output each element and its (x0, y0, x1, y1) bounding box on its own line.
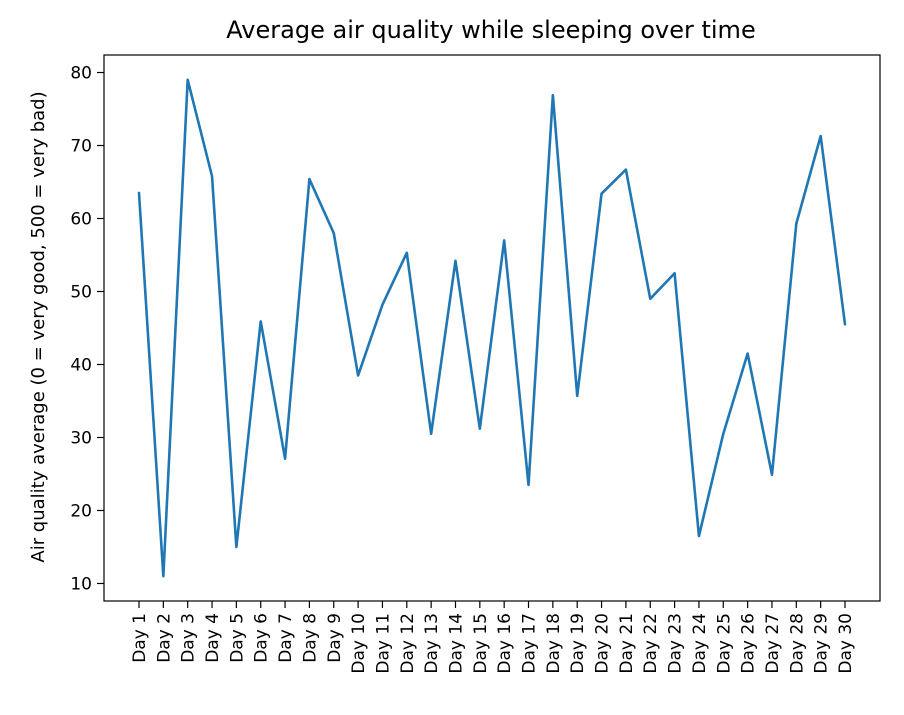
x-tick-label: Day 5 (227, 613, 247, 663)
x-tick-label: Day 6 (252, 613, 272, 663)
x-tick-label: Day 7 (276, 613, 296, 663)
x-tick-label: Day 20 (593, 613, 613, 674)
x-axis: Day 1 Day 2 Day 3 Day 4 Day 5 Day 6 Day 7 Day 8… (130, 601, 856, 674)
x-tick-label: Day 12 (398, 613, 418, 674)
x-tick-label: Day 1 (130, 613, 150, 663)
x-tick-label: Day 19 (568, 613, 588, 674)
y-tick-label: 60 (70, 210, 92, 230)
y-tick-label: 10 (70, 574, 92, 594)
x-tick-label: Day 16 (495, 613, 515, 674)
x-tick-label: Day 21 (617, 613, 637, 674)
series-group (137, 78, 847, 578)
series-line (137, 78, 847, 578)
x-tick-label: Day 3 (179, 613, 199, 663)
y-axis: 10 20 30 40 50 60 70 80 (70, 64, 104, 594)
y-tick-label: 80 (70, 64, 92, 84)
x-tick-label: Day 29 (812, 613, 832, 674)
y-tick-label: 40 (70, 355, 92, 375)
y-tick-label: 30 (70, 428, 92, 448)
x-tick-label: Day 27 (763, 613, 783, 674)
x-tick-label: Day 18 (544, 613, 564, 674)
y-tick-label: 70 (70, 137, 92, 157)
x-tick-label: Day 23 (666, 613, 686, 674)
x-tick-label: Day 9 (325, 613, 345, 663)
x-tick-label: Day 14 (446, 613, 466, 674)
x-tick-label: Day 22 (641, 613, 661, 674)
x-tick-label: Day 15 (471, 613, 491, 674)
chart-title: Average air quality while sleeping over … (226, 16, 755, 44)
x-tick-label: Day 4 (203, 613, 223, 663)
x-tick-label: Day 28 (787, 613, 807, 674)
x-tick-label: Day 26 (739, 613, 759, 674)
y-tick-label: 50 (70, 283, 92, 303)
x-tick-label: Day 24 (690, 613, 710, 674)
x-tick-label: Day 10 (349, 613, 369, 674)
x-tick-label: Day 11 (373, 613, 393, 674)
plot-area-frame (103, 54, 881, 602)
y-axis-label: Air quality average (0 = very good, 500 … (28, 91, 49, 562)
x-tick-label: Day 30 (836, 613, 856, 674)
x-tick-label: Day 25 (714, 613, 734, 674)
x-tick-label: Day 2 (154, 613, 174, 663)
x-tick-label: Day 17 (520, 613, 540, 674)
x-tick-label: Day 8 (300, 613, 320, 663)
x-tick-label: Day 13 (422, 613, 442, 674)
y-tick-label: 20 (70, 501, 92, 521)
